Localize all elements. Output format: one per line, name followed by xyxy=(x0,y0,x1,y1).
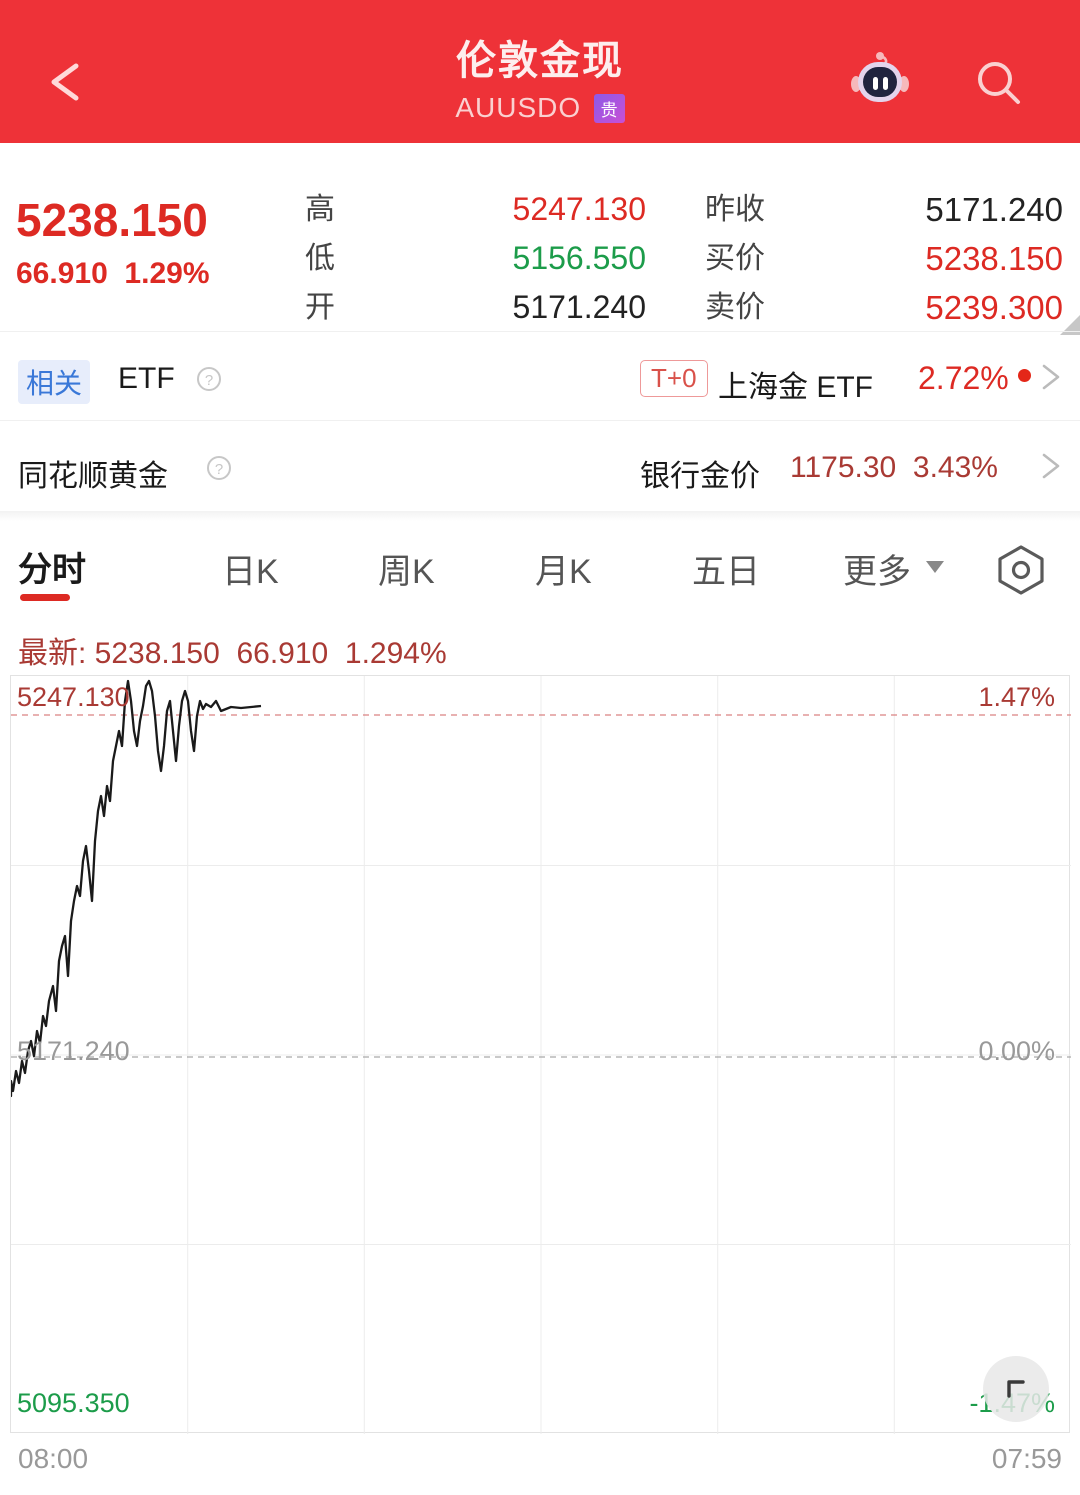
svg-text:?: ? xyxy=(215,461,223,478)
svg-text:?: ? xyxy=(205,372,213,389)
